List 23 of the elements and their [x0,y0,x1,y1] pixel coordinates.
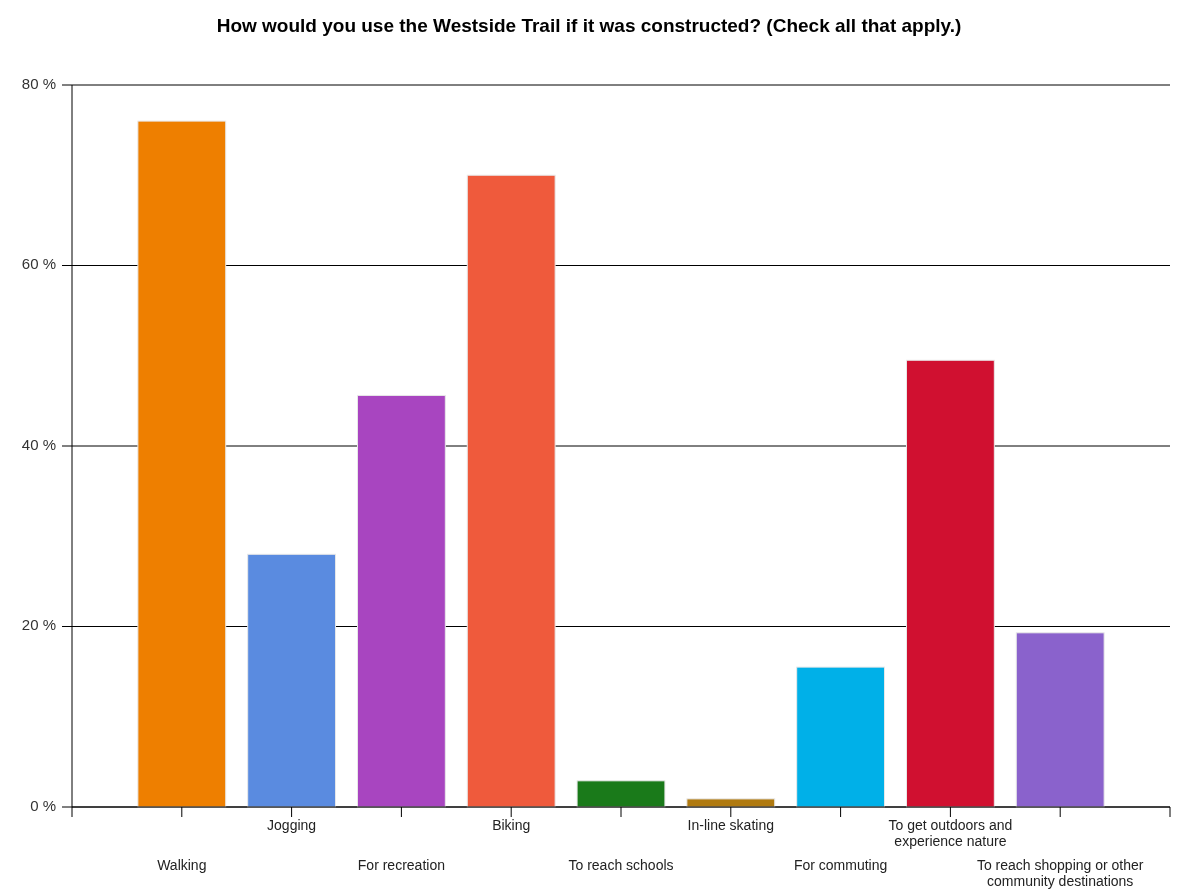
y-tick-label: 0 % [30,796,56,814]
x-tick-label: To get outdoors and experience nature [888,817,1013,849]
y-tick-label: 60 % [21,255,56,273]
bar [356,394,446,808]
chart-title: How would you use the Westside Trail if it was constructed? (Check all that apply.) [216,15,962,36]
y-tick-label: 80 % [21,74,56,92]
bar [576,780,666,808]
y-tick-label: 20 % [21,616,56,634]
bar [905,359,995,808]
x-tick-label: For commuting [793,857,888,873]
bar [1015,632,1105,808]
bar [247,553,337,808]
y-tick-label: 40 % [21,435,56,453]
x-tick-label: Jogging [267,817,317,833]
x-tick-label: To reach shopping or other community destinations [976,857,1144,889]
x-tick-label: Biking [492,817,531,833]
x-tick-label: For recreation [357,857,445,873]
x-tick-label: Walking [157,857,207,873]
x-tick-label: In-line skating [687,817,774,833]
bar [796,666,886,808]
bar [466,174,556,808]
x-tick-label: To reach schools [568,857,674,873]
bar [137,120,227,808]
